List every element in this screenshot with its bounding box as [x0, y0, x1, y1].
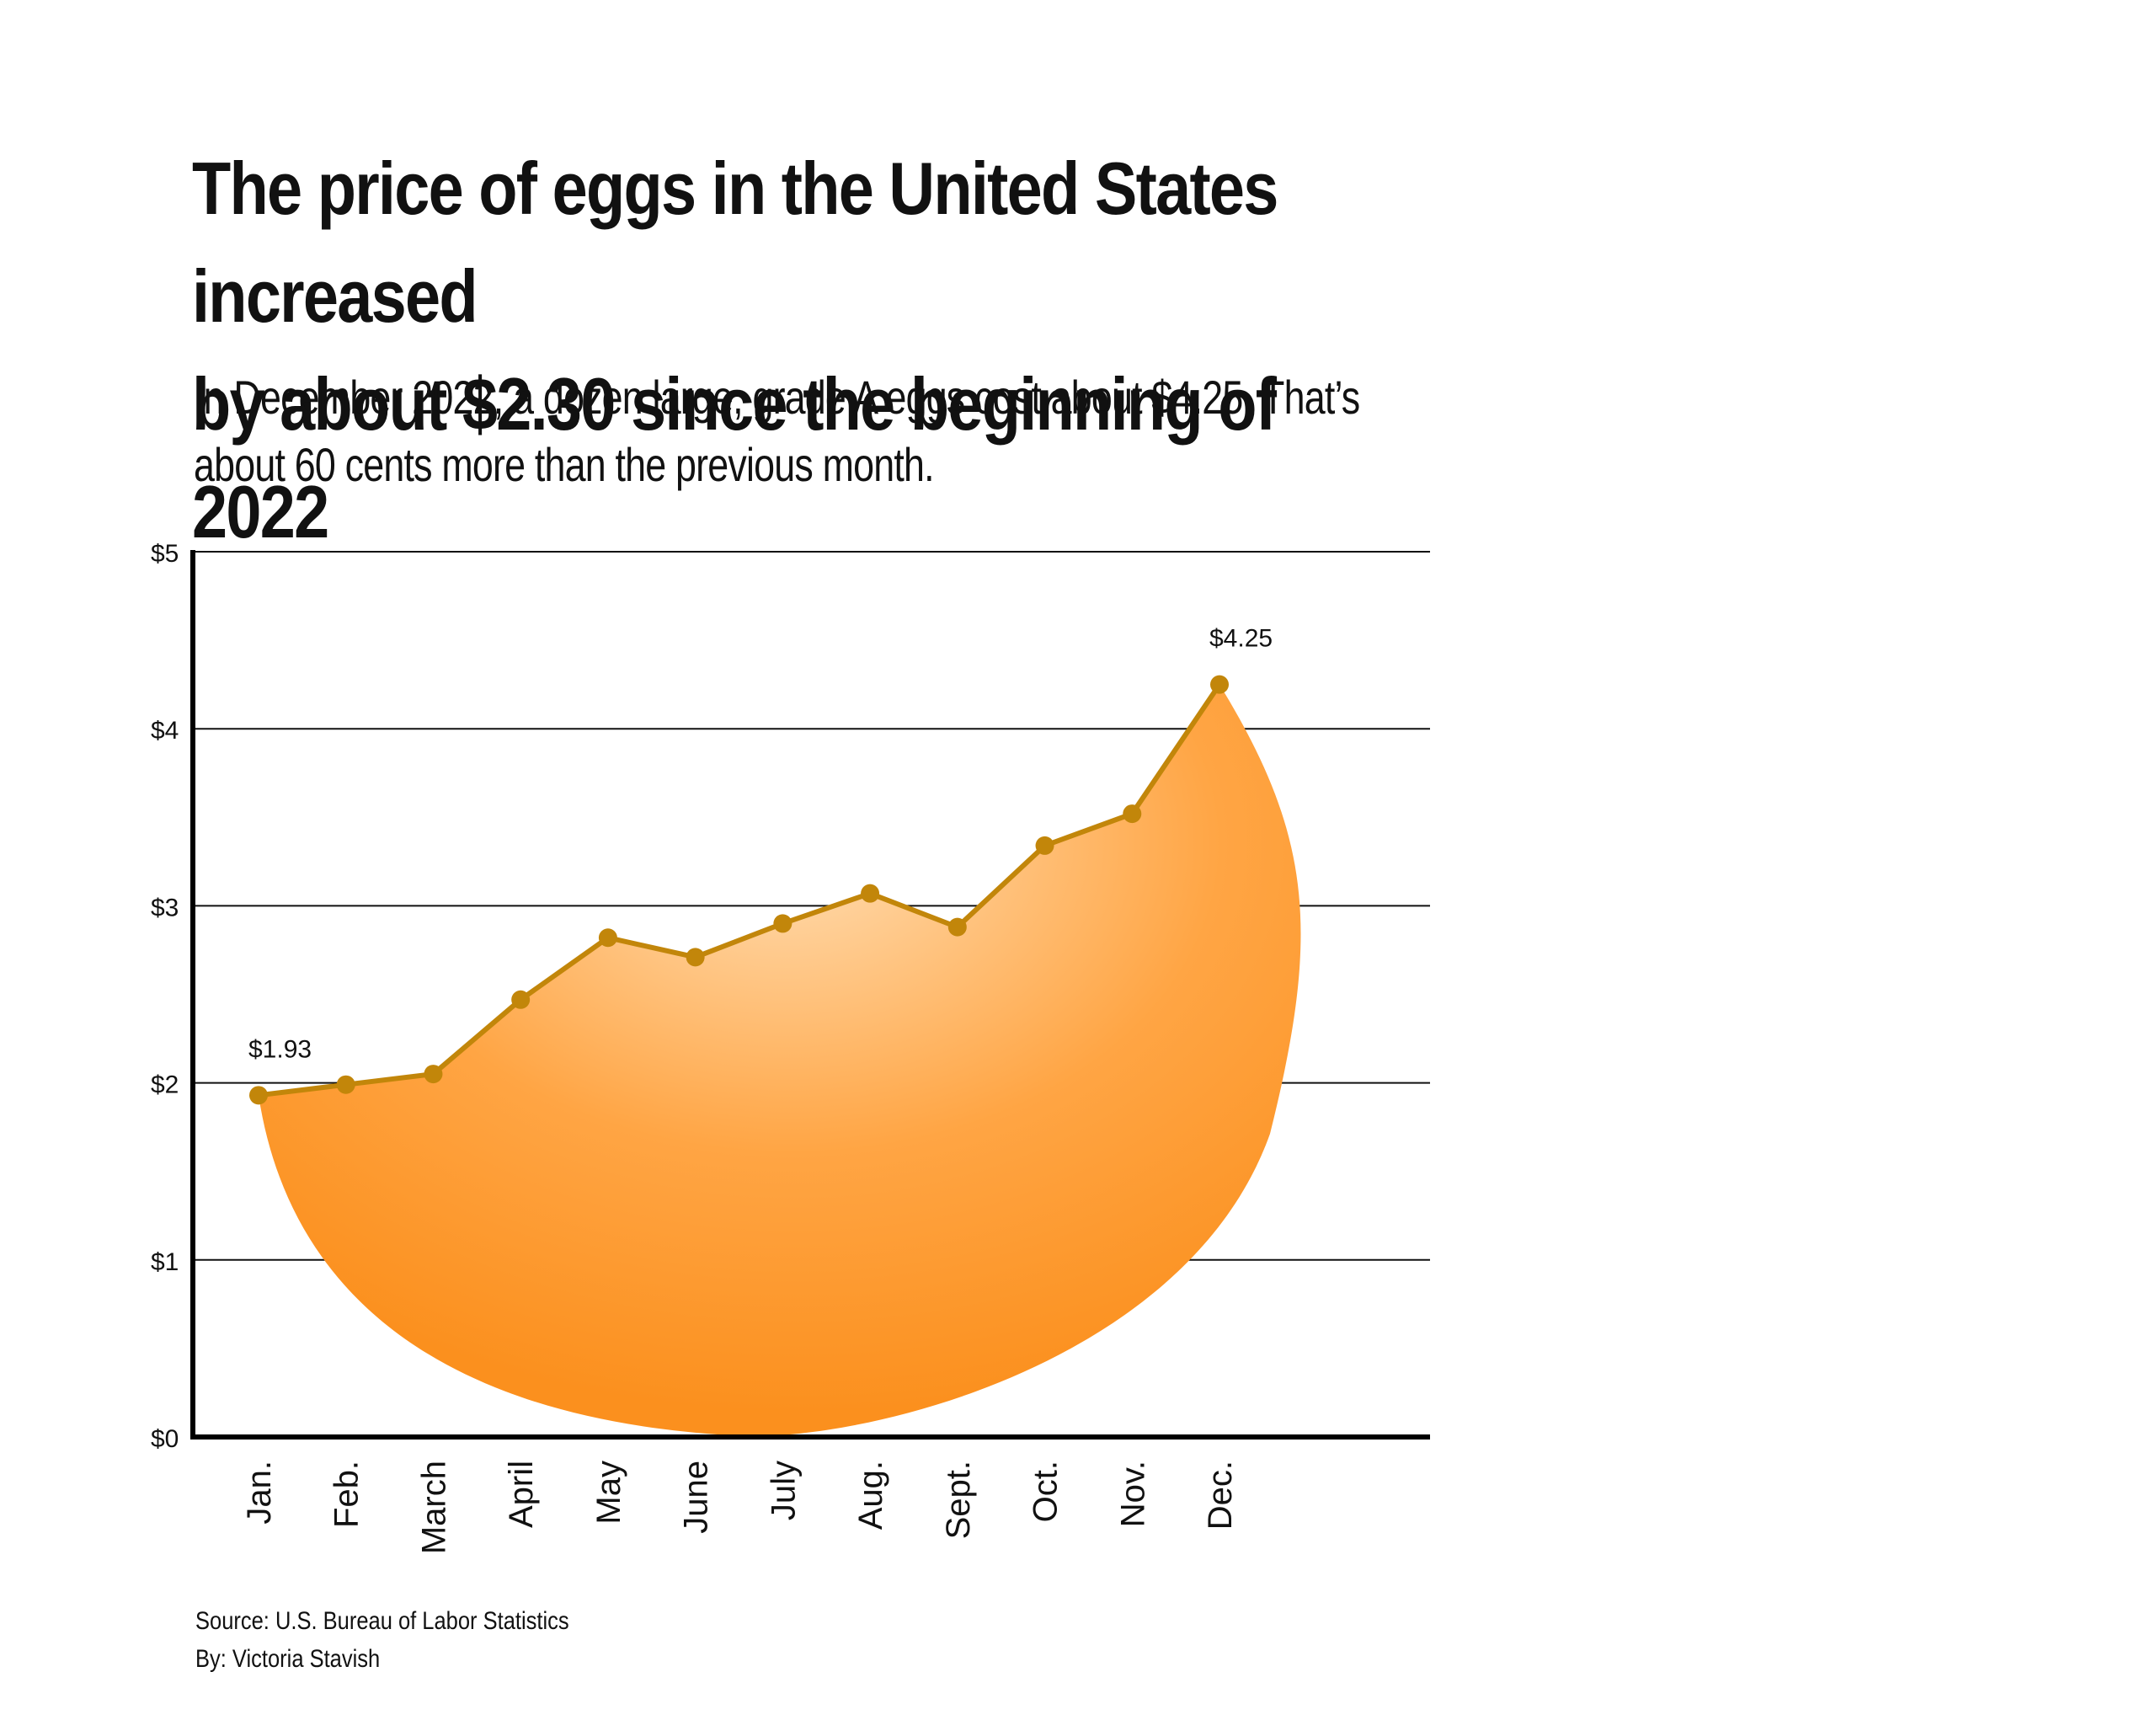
- data-point-march: [424, 1065, 443, 1084]
- title-line-2: by about $2.30 since the beginning of 20…: [192, 362, 1277, 553]
- chart-subtitle: In December 2022, a dozen large, grade A…: [194, 364, 1474, 499]
- data-point-nov: [1123, 804, 1142, 824]
- y-tick-label: $5: [151, 540, 179, 568]
- x-tick-label: May: [590, 1461, 627, 1525]
- y-axis-ticks: $0 $1 $2 $3 $4 $5: [151, 540, 179, 1453]
- source-note: Source: U.S. Bureau of Labor Statistics: [195, 1607, 569, 1635]
- data-label: $1.93: [248, 1035, 312, 1063]
- x-tick-label: Aug.: [852, 1461, 889, 1530]
- data-point-june: [686, 948, 705, 967]
- byline: By: Victoria Stavish: [195, 1645, 381, 1673]
- x-tick-label: Feb.: [328, 1461, 366, 1528]
- x-tick-label: Jan.: [241, 1461, 278, 1525]
- data-point-may: [598, 928, 617, 948]
- subtitle-line-1: In December 2022, a dozen large, grade A…: [194, 371, 1360, 424]
- data-point-aug: [861, 884, 880, 903]
- y-tick-label: $4: [151, 717, 179, 745]
- y-tick-label: $0: [151, 1425, 179, 1453]
- data-point-feb: [336, 1075, 355, 1094]
- chart-title: The price of eggs in the United States i…: [192, 135, 1423, 566]
- x-tick-label: June: [678, 1461, 715, 1534]
- x-tick-label: April: [503, 1461, 540, 1528]
- series-line: [258, 682, 1222, 1098]
- x-tick-label: March: [415, 1461, 452, 1554]
- title-line-1: The price of eggs in the United States i…: [192, 147, 1278, 338]
- x-tick-label: Oct.: [1027, 1461, 1065, 1522]
- x-tick-label: Nov.: [1114, 1461, 1151, 1527]
- x-tick-label: July: [765, 1461, 802, 1520]
- subtitle-line-2: about 60 cents more than the previous mo…: [194, 438, 935, 491]
- y-tick-label: $3: [151, 894, 179, 921]
- data-point-jan: [249, 1086, 268, 1105]
- x-tick-label: Dec.: [1202, 1461, 1239, 1530]
- x-axis-ticks: Jan. Feb. March April May June July Aug. Sept. Oc…: [241, 1461, 1239, 1554]
- data-points: [249, 675, 1229, 1105]
- data-point-sept: [947, 917, 967, 937]
- data-point-april: [511, 990, 531, 1009]
- data-point-july: [773, 914, 792, 933]
- x-tick-label: Sept.: [940, 1461, 977, 1539]
- data-label: $4.25: [1209, 625, 1273, 653]
- y-tick-label: $1: [151, 1248, 179, 1276]
- area-fill: [259, 684, 1301, 1437]
- data-labels: $1.93 $4.25: [248, 625, 1273, 1064]
- data-point-dec: [1210, 675, 1229, 694]
- data-point-oct: [1035, 836, 1054, 855]
- y-tick-label: $2: [151, 1071, 179, 1099]
